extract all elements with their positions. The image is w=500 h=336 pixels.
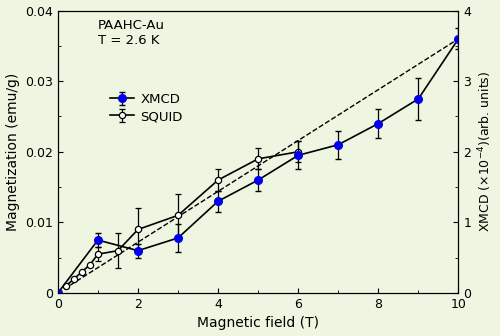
Y-axis label: XMCD ($\times10^{-4}$)(arb. units): XMCD ($\times10^{-4}$)(arb. units) [477,71,494,233]
Text: PAAHC-Au
T = 2.6 K: PAAHC-Au T = 2.6 K [98,19,165,47]
Y-axis label: Magnetization (emu/g): Magnetization (emu/g) [6,73,20,231]
Legend: XMCD, SQUID: XMCD, SQUID [104,88,188,128]
X-axis label: Magnetic field (T): Magnetic field (T) [197,317,319,330]
